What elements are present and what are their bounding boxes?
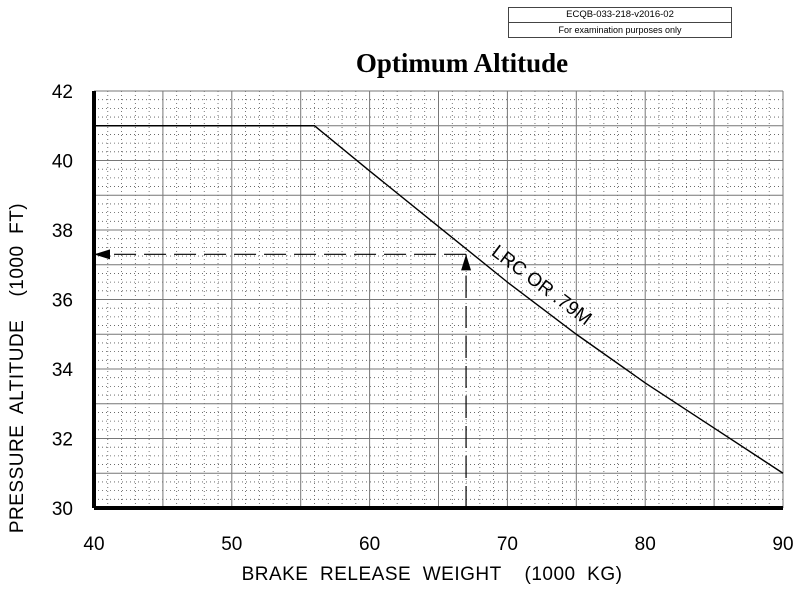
plot-frame [92, 91, 783, 510]
x-tick-label: 50 [221, 534, 242, 555]
chart-title: Optimum Altitude [356, 48, 568, 78]
y-tick-label: 42 [52, 82, 73, 103]
series-group [94, 125, 784, 474]
major-grid [93, 90, 784, 509]
x-tick-label: 80 [635, 534, 656, 555]
stamp-note: For examination purposes only [558, 25, 682, 35]
x-tick-labels: 40 50 60 70 80 90 [83, 534, 793, 555]
y-tick-label: 40 [52, 152, 73, 173]
y-tick-label: 36 [52, 291, 73, 312]
reference-lines [94, 249, 472, 508]
x-tick-label: 70 [497, 534, 518, 555]
y-tick-label: 38 [52, 221, 73, 242]
y-tick-labels: 30 32 34 36 38 40 42 [52, 82, 74, 520]
arrow-head [94, 249, 110, 260]
y-tick-label: 32 [52, 430, 73, 451]
stamp-code: ECQB-033-218-v2016-02 [509, 8, 731, 23]
series-label: LRC OR .79M [487, 241, 595, 330]
x-tick-label: 40 [83, 534, 104, 555]
x-axis-label: BRAKE RELEASE WEIGHT (1000 KG) [242, 564, 623, 585]
series-line [94, 125, 784, 474]
arrow-head [461, 254, 472, 271]
exam-stamp: ECQB-033-218-v2016-02 For examination pu… [508, 7, 732, 38]
y-tick-label: 34 [52, 360, 74, 381]
x-tick-label: 90 [772, 534, 793, 555]
x-tick-label: 60 [359, 534, 380, 555]
y-tick-label: 30 [52, 499, 73, 520]
y-axis-label: PRESSURE ALTITUDE (1000 FT) [7, 203, 28, 533]
